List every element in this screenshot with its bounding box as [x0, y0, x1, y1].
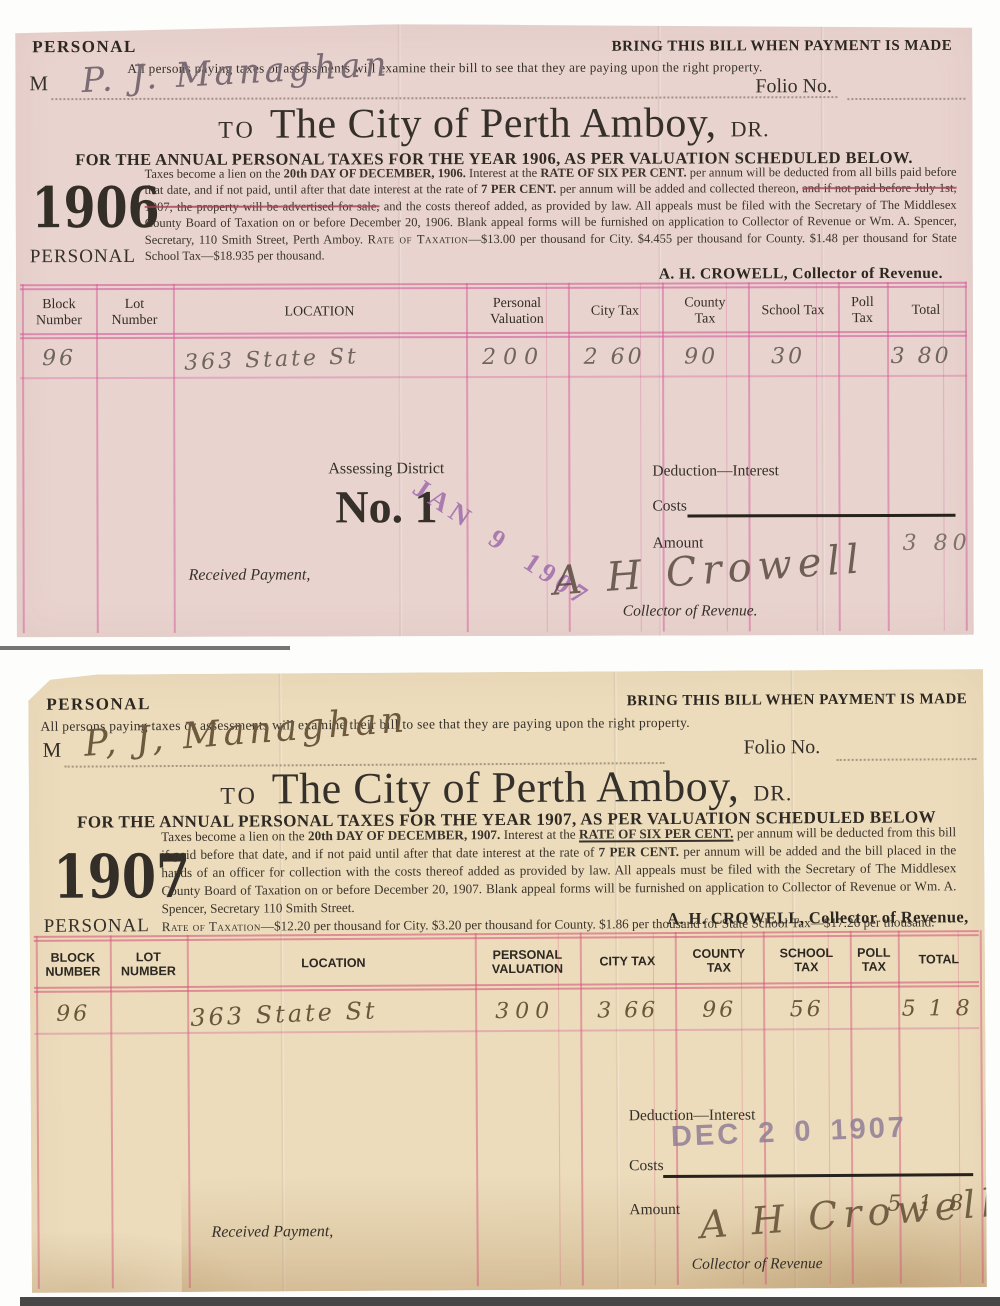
row-cell-block: 96	[42, 345, 77, 371]
bill-title: TO The City of Perth Amboy, DR.	[15, 99, 972, 150]
body-paragraph: Taxes become a lien on the 20th DAY OF D…	[144, 164, 957, 263]
title-dr: DR.	[730, 116, 770, 142]
col-header-personal-valuation: Personal Valuation	[490, 295, 544, 328]
costs-label: Costs	[652, 497, 687, 515]
title-city: The City of Perth Amboy,	[271, 761, 740, 814]
collector-line: A. H. CROWELL, Collector of Revenue.	[658, 264, 943, 283]
title-to: TO	[220, 783, 258, 810]
amount-value: 3 80	[902, 530, 972, 556]
table-column-rule	[965, 282, 968, 631]
row-cell-total: 3 80	[890, 343, 952, 369]
addressee-prefix: M	[42, 737, 62, 762]
received-payment-label: Received Payment,	[188, 566, 311, 584]
row-cell-location: 363 State St	[183, 343, 360, 376]
received-payment-label: Received Payment,	[211, 1223, 334, 1241]
scan-artifact-line	[0, 646, 290, 650]
district-number: No. 1	[335, 481, 438, 533]
table-column-rule	[475, 933, 479, 1286]
table-column-rule	[36, 936, 40, 1289]
row-cell-valuation: 300	[495, 998, 556, 1024]
personal-label: PERSONAL	[46, 694, 151, 714]
col-header-city-tax: CITY TAX	[599, 953, 656, 969]
assessing-district-label: Assessing District	[328, 460, 445, 478]
collector-of-revenue-label: Collector of Revenue.	[622, 602, 758, 620]
row-cell-school-tax: 30	[771, 343, 806, 369]
table-rule	[20, 335, 967, 339]
table-column-rule	[980, 930, 984, 1283]
collector-line: A. H. CROWELL, Collector of Revenue,	[667, 907, 969, 929]
col-header-block-number: Block Number	[36, 297, 82, 329]
col-header-county-tax: COUNTY TAX	[692, 946, 746, 975]
deduction-interest-label: Deduction—Interest	[628, 1106, 756, 1125]
bring-bill-notice: BRING THIS BILL WHEN PAYMENT IS MADE	[611, 37, 953, 55]
title-city: The City of Perth Amboy,	[269, 100, 717, 148]
row-cell-block: 96	[56, 1001, 91, 1027]
folio-label: Folio No.	[743, 736, 821, 759]
title-to: TO	[218, 117, 256, 144]
folio-label: Folio No.	[755, 75, 833, 98]
col-header-total: Total	[911, 302, 941, 318]
col-header-location: LOCATION	[284, 304, 355, 320]
table-column-rule	[958, 930, 961, 1283]
row-cell-school-tax: 56	[789, 996, 824, 1022]
collector-of-revenue-label: Collector of Revenue	[691, 1255, 823, 1273]
costs-label: Costs	[629, 1157, 664, 1175]
title-dr: DR.	[753, 780, 793, 806]
tax-bill-1907: PERSONAL BRING THIS BILL WHEN PAYMENT IS…	[28, 669, 987, 1293]
col-header-lot-number: LOT NUMBER	[120, 949, 176, 979]
row-cell-city-tax: 3 66	[597, 997, 659, 1023]
table-column-rule	[580, 933, 584, 1286]
deduction-interest-label: Deduction—Interest	[652, 462, 779, 480]
col-header-total: TOTAL	[918, 952, 960, 967]
addressee-prefix: M	[29, 71, 49, 96]
col-header-personal-valuation: PERSONAL VALUATION	[491, 947, 563, 977]
col-header-school-tax: SCHOOL TAX	[779, 945, 834, 975]
row-cell-total: 5 1 8	[901, 995, 973, 1022]
table-rule	[34, 1027, 979, 1034]
col-header-poll-tax: Poll Tax	[851, 294, 874, 327]
col-header-poll-tax: POLL TAX	[857, 945, 891, 974]
col-header-city-tax: City Tax	[590, 303, 640, 319]
table-column-rule	[558, 933, 561, 1286]
col-header-school-tax: School Tax	[761, 303, 825, 319]
col-header-block-number: BLOCK NUMBER	[45, 950, 101, 979]
row-cell-county-tax: 96	[702, 997, 737, 1023]
row-cell-city-tax: 2 60	[583, 344, 645, 370]
table-column-rule	[187, 935, 191, 1288]
tax-bill-1906: PERSONAL BRING THIS BILL WHEN PAYMENT IS…	[15, 23, 974, 638]
col-header-location: LOCATION	[301, 955, 366, 971]
row-cell-location: 363 State St	[189, 996, 379, 1032]
table-rule	[20, 375, 967, 379]
personal-label: PERSONAL	[32, 36, 137, 57]
year-numeral: 1906	[31, 174, 160, 242]
year-personal-label: PERSONAL	[29, 245, 137, 268]
amount-label: Amount	[629, 1200, 681, 1219]
col-header-county-tax: County Tax	[684, 295, 726, 327]
scan-edge-band	[20, 1297, 1000, 1306]
col-header-lot-number: Lot Number	[111, 296, 158, 329]
table-column-rule	[110, 935, 114, 1288]
row-cell-county-tax: 90	[684, 343, 719, 370]
bring-bill-notice: BRING THIS BILL WHEN PAYMENT IS MADE	[626, 691, 968, 710]
